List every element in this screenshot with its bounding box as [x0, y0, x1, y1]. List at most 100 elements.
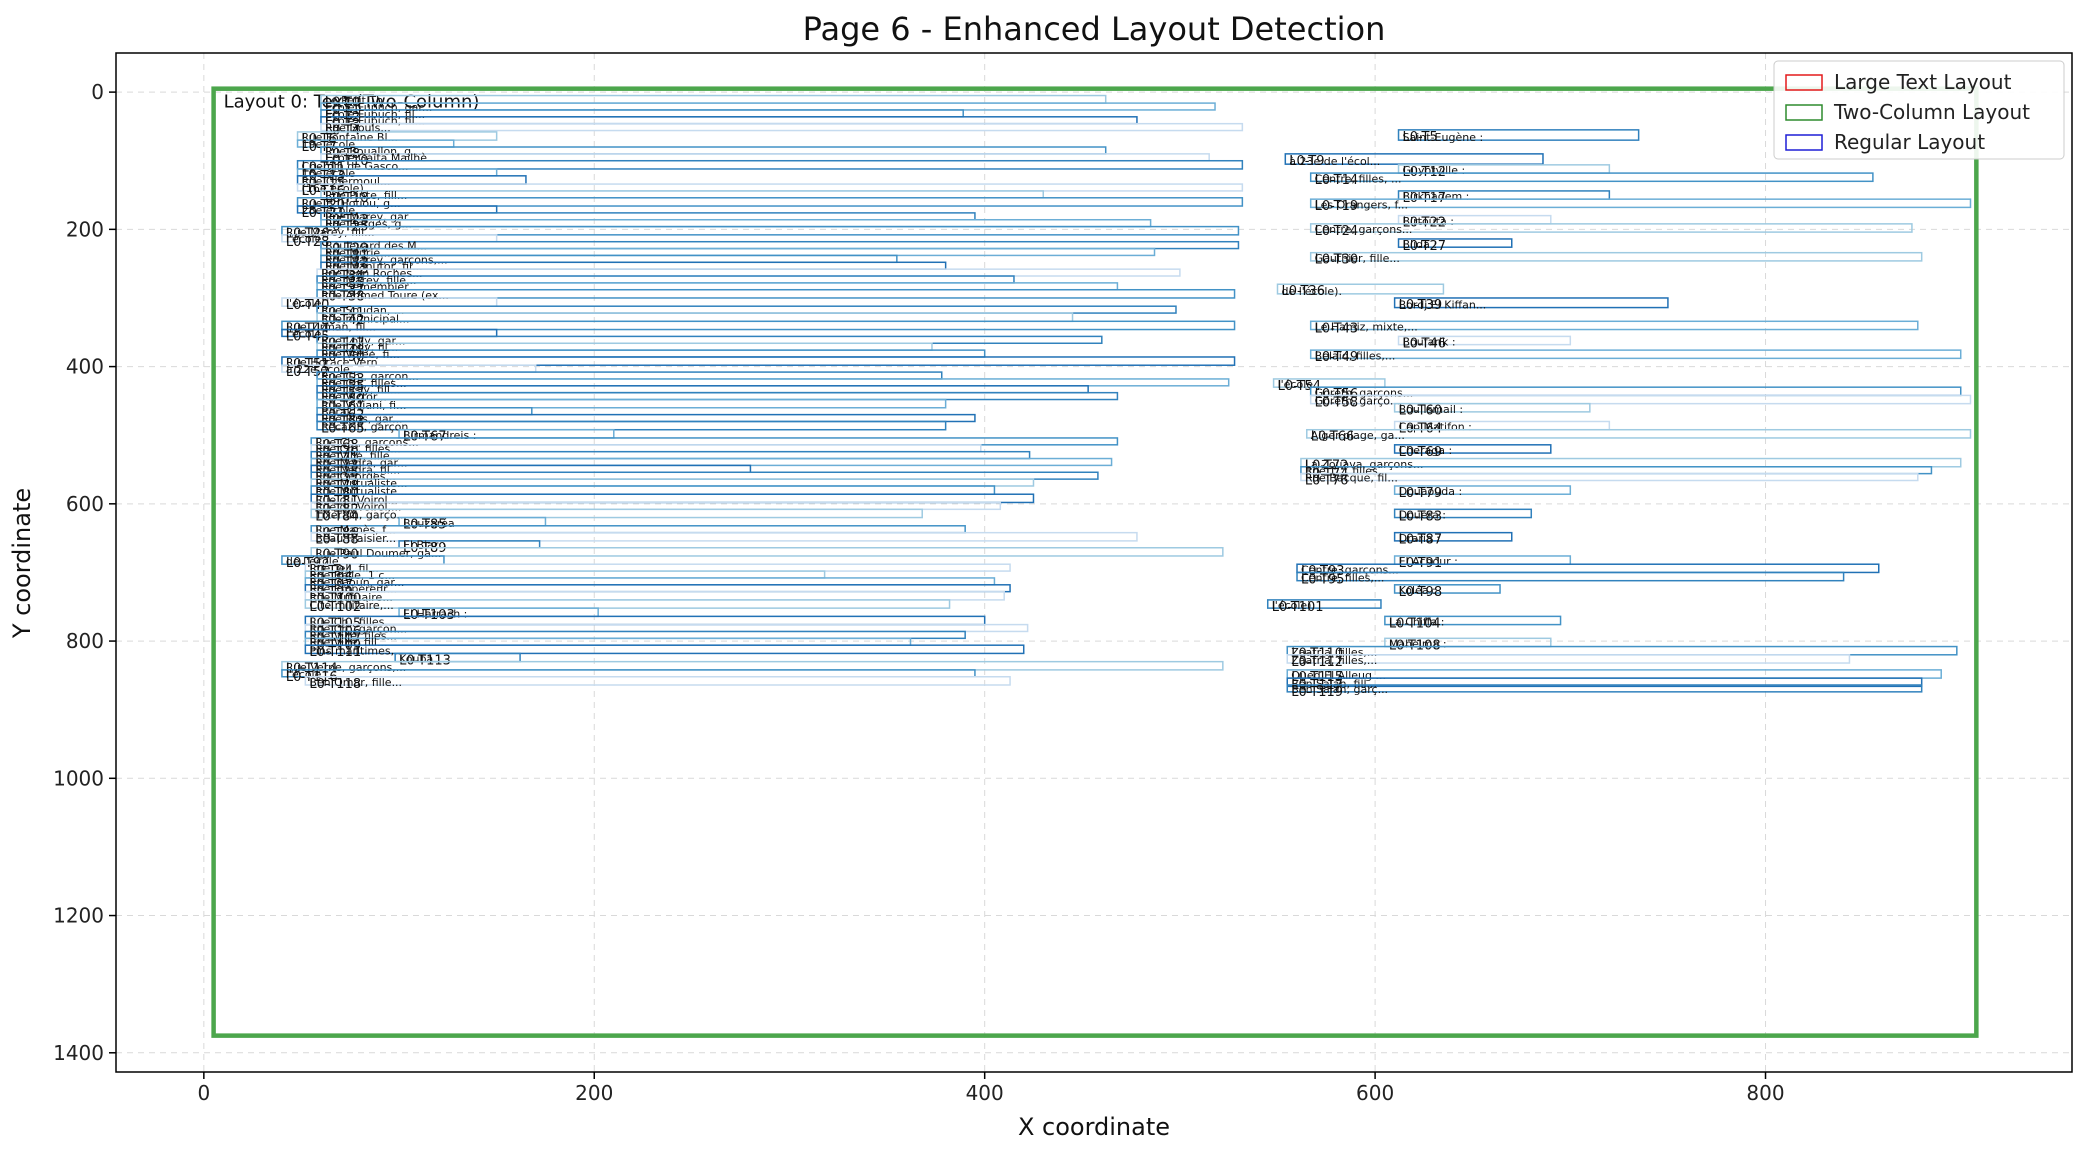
- x-tick-label: 400: [966, 1081, 1004, 1105]
- plot-frame: [115, 52, 2073, 1073]
- text-box-id-label: L0-T119: [1291, 685, 1343, 700]
- text-box-snippet: Rue Victor...: [321, 391, 387, 404]
- text-box-id-label: L0-T28: [286, 235, 330, 250]
- text-box-snippet: Rue Mutualiste...: [315, 485, 407, 498]
- text-box-snippet: Rue Semembier...: [321, 281, 418, 294]
- text-box-id-label: L0-T112: [1291, 655, 1343, 670]
- text-box-snippet: Rue B. Houou, g...: [302, 197, 401, 210]
- text-box-snippet: La Zouava, garçons...: [1305, 458, 1424, 471]
- text-box-snippet: Draria :: [1399, 532, 1440, 545]
- text-box-l0-t4: [320, 122, 1244, 132]
- text-box-id-label: L0-T65: [321, 421, 365, 436]
- text-box-l0-t43: [1309, 320, 1919, 331]
- text-box-snippet: El Achour :: [1399, 555, 1458, 568]
- text-box-l0-t59: [316, 391, 1119, 401]
- text-box-id-label: L0-T5: [1403, 130, 1438, 145]
- text-box-snippet: Rue Manutor, fil...: [325, 260, 423, 273]
- text-box-id-label: L0-T19: [1315, 199, 1359, 214]
- text-box-snippet: Ben Salah, garç...: [1291, 683, 1388, 696]
- text-box-snippet: Boufarik :: [1403, 336, 1456, 349]
- text-box-snippet: Rue Verne, garçons,...: [286, 661, 406, 674]
- text-box-snippet: 28e école: [302, 204, 356, 217]
- text-box-id-label: L0-T101: [1272, 600, 1324, 615]
- text-box-l0-t3: [320, 116, 1138, 125]
- text-box-snippet: Les Orangers, f...: [1315, 198, 1408, 211]
- text-box-id-label: L0-T87: [1399, 533, 1443, 548]
- text-box-snippet: Guyotville :: [1403, 164, 1466, 177]
- text-box-snippet: Chemin de Gasco...: [302, 160, 409, 173]
- text-box-l0-t30: [1309, 251, 1923, 262]
- text-box-id-label: L0-T39: [1399, 298, 1443, 313]
- text-box-l0-t87: [1393, 531, 1513, 542]
- text-box-snippet: Rue Bacque, fil...: [1305, 471, 1398, 484]
- text-box-l0-t46: [1397, 335, 1572, 346]
- chart-title: Page 6 - Enhanced Layout Detection: [803, 10, 1386, 48]
- text-box-l0-t66: [1306, 428, 1972, 439]
- text-box-l0-t83: [1393, 508, 1533, 519]
- text-box-id-label: L0-T43: [1315, 321, 1359, 336]
- text-box-snippet: Belaid, filles,...: [1315, 349, 1396, 362]
- text-box-id-label: L0-T84: [315, 509, 359, 524]
- text-box-snippet: Le Hamiz, mixte,...: [1315, 321, 1418, 334]
- text-box-snippet: de l'école).: [1281, 285, 1341, 298]
- text-box-snippet: Blida :: [1403, 238, 1438, 251]
- text-box-snippet: Rue Marey, garçons,...: [325, 253, 448, 266]
- x-tick-label: 0: [197, 1081, 210, 1105]
- text-box-id-label: L0-T7: [302, 140, 337, 155]
- text-box-l0-t118: [304, 676, 1011, 686]
- legend-swatch: [1785, 104, 1823, 121]
- text-box-snippet: Bou Ismail :: [1399, 403, 1464, 416]
- text-box-l0-t50: [316, 349, 986, 358]
- text-box-l0-t18: [320, 190, 1044, 199]
- text-box-snippet: Rue T..., filles...: [1305, 465, 1388, 478]
- text-box-snippet: Alger plage, ga...: [1311, 429, 1405, 442]
- x-tick-label: 200: [575, 1081, 613, 1105]
- text-box-snippet: Rue Gaoun, gar...: [309, 576, 404, 589]
- text-box-l0-t111: [304, 644, 1025, 655]
- text-box-l0-t95: [1296, 571, 1845, 582]
- text-box-l0-t49: [1309, 349, 1962, 360]
- layout-region-layer: Layout 0: Text (Two-Column): [211, 86, 1979, 1038]
- text-box-l0-t39: [1393, 297, 1669, 309]
- text-box-snippet: Cité militaire,...: [309, 599, 393, 612]
- text-box-l0-t34: [316, 268, 1181, 277]
- text-box-l0-t10: [320, 153, 1210, 162]
- text-box-snippet: l'école: [286, 297, 322, 310]
- y-tick-label: 0: [91, 80, 104, 104]
- text-box-l0-t101: [1266, 599, 1382, 609]
- x-tick-label: 800: [1746, 1081, 1784, 1105]
- text-box-snippet: (16e école): [302, 182, 364, 195]
- text-box-id-label: L0-T49: [1315, 350, 1359, 365]
- text-box-l0-t44: [281, 320, 1236, 331]
- axes: 0 200 400 600 800 0 200 400 600 800 1000 1200 1400: [53, 52, 2073, 1105]
- text-box-l0-t84: [310, 508, 923, 519]
- text-box-snippet: Rue Marey, fille...: [321, 274, 416, 287]
- y-tick-label: 1200: [53, 904, 104, 928]
- text-box-id-label: L0-T30: [1315, 253, 1359, 268]
- y-tick-label: 1400: [53, 1041, 104, 1065]
- text-box-id-label: L0-T118: [309, 677, 361, 692]
- text-box-l0-t119: [1286, 684, 1923, 693]
- text-box-l0-t48: [316, 342, 933, 351]
- text-box-l0-t23: [320, 212, 976, 221]
- x-axis-title: X coordinate: [1018, 1113, 1170, 1141]
- text-box-l0-t65: [316, 420, 947, 431]
- y-tick-label: 800: [66, 629, 104, 653]
- text-box-l0-t14: [1309, 172, 1874, 183]
- text-box-snippet: Bordj El Kiffan...: [1399, 299, 1487, 312]
- text-box-snippet: l'école: [286, 327, 322, 340]
- text-box-snippet: La Chiffa :: [1389, 616, 1445, 629]
- text-box-snippet: 19e école: [302, 138, 356, 151]
- text-box-id-label: L0-T111: [309, 645, 361, 660]
- text-box-snippet: Baraki :: [321, 406, 363, 419]
- grid-lines: [116, 53, 2072, 1072]
- text-box-id-label: L0-T9: [1289, 154, 1324, 169]
- text-box-l0-t51: [281, 356, 1236, 366]
- text-box-snippet: Gauthier, fille...: [1315, 252, 1400, 265]
- text-box-snippet: Rue Georges...: [315, 470, 396, 483]
- text-box-id-label: L0-T66: [1311, 430, 1355, 445]
- text-box-l0-t100: [304, 590, 1005, 601]
- text-box-snippet: Rue Loily, fil...: [321, 341, 398, 354]
